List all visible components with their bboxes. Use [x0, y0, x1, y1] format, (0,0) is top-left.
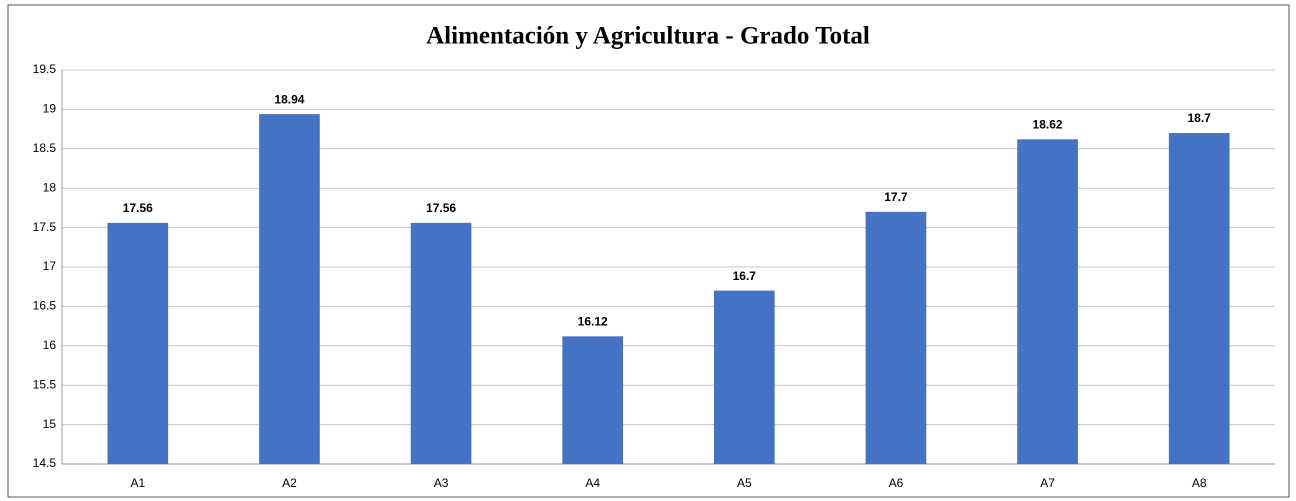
value-label: 16.12	[578, 315, 608, 329]
y-tick-label: 18.5	[33, 141, 57, 155]
value-label: 17.56	[426, 201, 456, 215]
y-tick-label: 15	[43, 417, 57, 431]
value-label: 18.62	[1033, 118, 1063, 132]
x-tick-label: A2	[282, 476, 297, 490]
y-tick-label: 19	[43, 102, 57, 116]
value-label: 17.7	[884, 190, 908, 204]
x-tick-label: A5	[737, 476, 752, 490]
value-label: 17.56	[123, 201, 153, 215]
x-tick-label: A3	[434, 476, 449, 490]
y-tick-label: 18	[43, 180, 57, 194]
y-tick-label: 16.5	[33, 299, 57, 313]
y-tick-label: 17.5	[33, 220, 57, 234]
bar	[107, 222, 169, 464]
x-tick-label: A8	[1192, 476, 1207, 490]
chart-title: Alimentación y Agricultura - Grado Total	[426, 23, 870, 50]
y-tick-label: 16	[43, 338, 57, 352]
y-tick-label: 14.5	[33, 456, 57, 470]
value-label: 18.7	[1188, 111, 1212, 125]
bar	[562, 336, 624, 464]
bar	[259, 114, 320, 465]
y-tick-label: 15.5	[33, 377, 57, 391]
bar	[410, 222, 472, 464]
bar	[1168, 133, 1230, 465]
x-tick-label: A7	[1040, 476, 1055, 490]
x-tick-label: A4	[585, 476, 600, 490]
x-tick-label: A1	[130, 476, 145, 490]
y-tick-label: 17	[43, 259, 57, 273]
bar	[713, 290, 775, 464]
value-label: 16.7	[733, 269, 757, 283]
x-tick-label: A6	[889, 476, 904, 490]
bar	[865, 211, 927, 464]
value-label: 18.94	[274, 92, 304, 106]
chart-frame	[7, 4, 1290, 498]
y-tick-label: 19.5	[33, 62, 57, 76]
bar	[1017, 139, 1078, 464]
